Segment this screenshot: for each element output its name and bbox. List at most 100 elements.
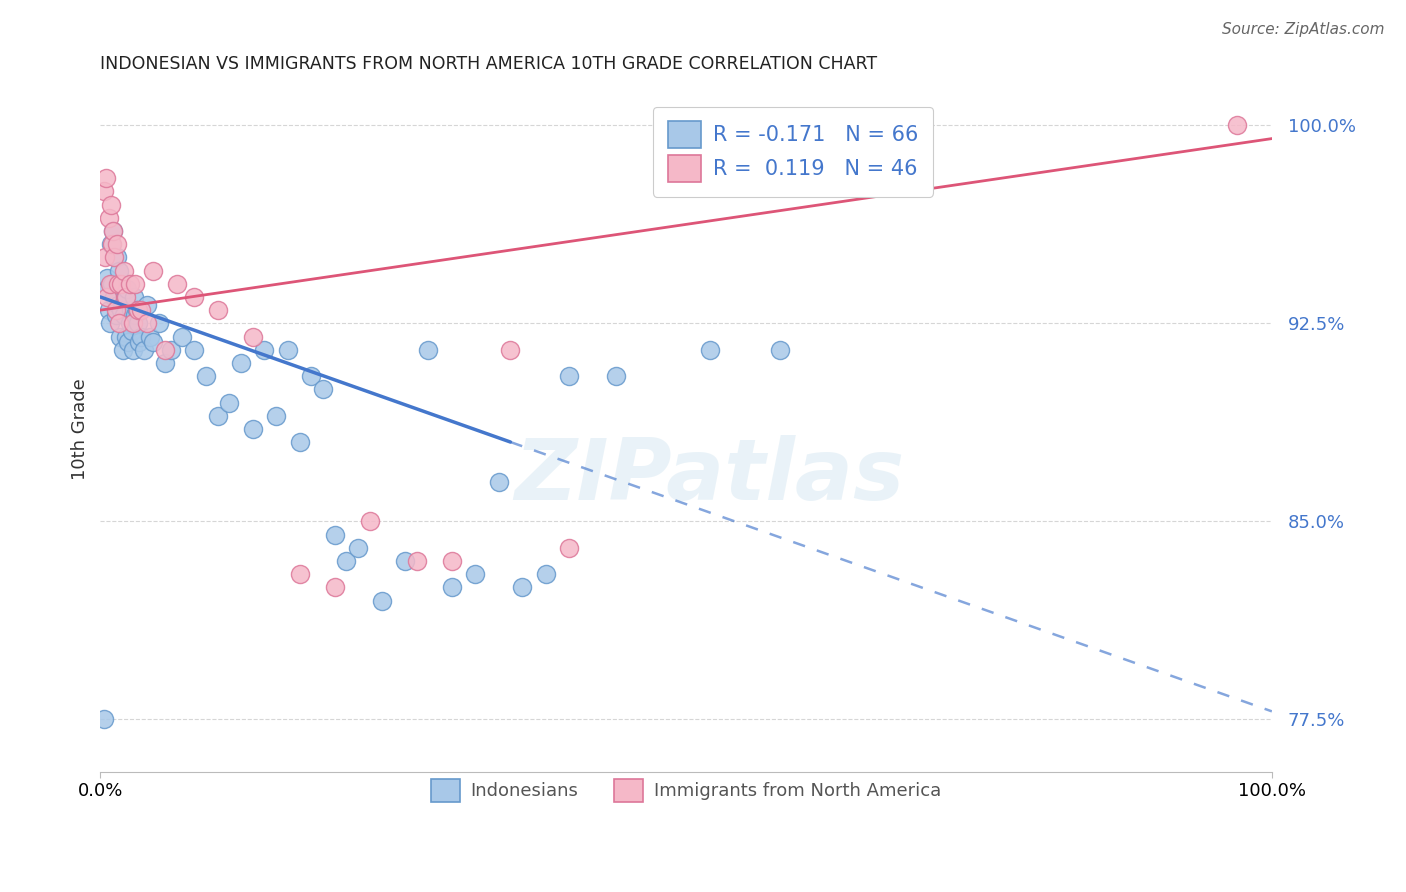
Point	[103, 224, 125, 238]
Point	[128, 334, 150, 349]
Point	[288, 435, 311, 450]
Point	[107, 298, 129, 312]
Point	[110, 303, 132, 318]
Point	[111, 343, 134, 357]
Point	[97, 211, 120, 225]
Point	[117, 282, 139, 296]
Point	[120, 303, 142, 318]
Point	[218, 395, 240, 409]
Point	[323, 527, 346, 541]
Point	[394, 554, 416, 568]
Point	[131, 303, 153, 318]
Point	[138, 329, 160, 343]
Point	[418, 343, 440, 357]
Point	[105, 251, 128, 265]
Point	[131, 329, 153, 343]
Point	[124, 309, 146, 323]
Point	[132, 343, 155, 357]
Point	[94, 251, 117, 265]
Point	[359, 514, 381, 528]
Point	[769, 343, 792, 357]
Point	[153, 356, 176, 370]
Point	[558, 369, 581, 384]
Point	[464, 567, 486, 582]
Point	[93, 185, 115, 199]
Point	[103, 224, 125, 238]
Point	[207, 409, 229, 423]
Point	[335, 554, 357, 568]
Point	[118, 277, 141, 291]
Point	[105, 237, 128, 252]
Point	[499, 343, 522, 357]
Point	[124, 277, 146, 291]
Point	[183, 343, 205, 357]
Point	[153, 343, 176, 357]
Point	[558, 541, 581, 555]
Point	[104, 303, 127, 318]
Point	[242, 329, 264, 343]
Point	[93, 712, 115, 726]
Point	[96, 171, 118, 186]
Point	[100, 197, 122, 211]
Point	[510, 580, 533, 594]
Point	[127, 317, 149, 331]
Point	[323, 580, 346, 594]
Point	[107, 277, 129, 291]
Point	[127, 303, 149, 318]
Point	[100, 237, 122, 252]
Text: ZIPatlas: ZIPatlas	[515, 435, 904, 518]
Point	[114, 290, 136, 304]
Point	[97, 303, 120, 318]
Point	[148, 317, 170, 331]
Point	[699, 343, 721, 357]
Point	[98, 277, 121, 291]
Point	[253, 343, 276, 357]
Point	[172, 329, 194, 343]
Point	[370, 593, 392, 607]
Point	[242, 422, 264, 436]
Point	[277, 343, 299, 357]
Point	[112, 309, 135, 323]
Point	[299, 369, 322, 384]
Text: INDONESIAN VS IMMIGRANTS FROM NORTH AMERICA 10TH GRADE CORRELATION CHART: INDONESIAN VS IMMIGRANTS FROM NORTH AMER…	[100, 55, 877, 73]
Legend: Indonesians, Immigrants from North America: Indonesians, Immigrants from North Ameri…	[418, 766, 955, 814]
Point	[115, 290, 138, 304]
Point	[288, 567, 311, 582]
Point	[110, 277, 132, 291]
Point	[488, 475, 510, 489]
Point	[101, 237, 124, 252]
Point	[136, 317, 159, 331]
Point	[194, 369, 217, 384]
Point	[118, 317, 141, 331]
Point	[108, 317, 131, 331]
Point	[136, 298, 159, 312]
Point	[312, 382, 335, 396]
Point	[183, 290, 205, 304]
Point	[108, 263, 131, 277]
Text: Source: ZipAtlas.com: Source: ZipAtlas.com	[1222, 22, 1385, 37]
Point	[96, 282, 118, 296]
Point	[347, 541, 370, 555]
Point	[121, 324, 143, 338]
Point	[142, 334, 165, 349]
Point	[122, 317, 145, 331]
Point	[103, 251, 125, 265]
Point	[115, 329, 138, 343]
Point	[207, 303, 229, 318]
Point	[96, 290, 118, 304]
Point	[534, 567, 557, 582]
Point	[142, 263, 165, 277]
Point	[229, 356, 252, 370]
Point	[117, 334, 139, 349]
Point	[405, 554, 427, 568]
Y-axis label: 10th Grade: 10th Grade	[72, 378, 89, 480]
Point	[104, 309, 127, 323]
Point	[159, 343, 181, 357]
Point	[440, 580, 463, 594]
Point	[112, 263, 135, 277]
Point	[1226, 119, 1249, 133]
Point	[122, 343, 145, 357]
Point	[96, 271, 118, 285]
Point	[124, 290, 146, 304]
Point	[125, 303, 148, 318]
